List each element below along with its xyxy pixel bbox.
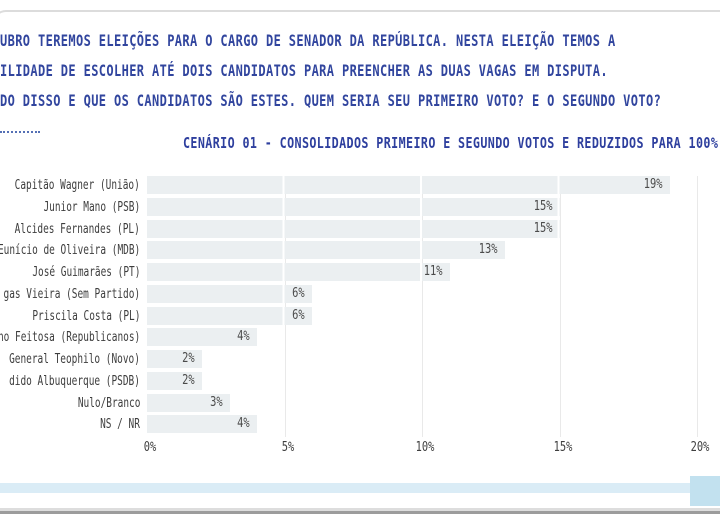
bar: 6% [147, 284, 312, 303]
value-label: 3% [209, 394, 223, 410]
bar: 2% [147, 371, 202, 390]
category-label: Eunício de Oliveira (MDB) [0, 242, 140, 259]
chart-row: José Guimarães (PT) 11% [0, 263, 720, 281]
bar: 3% [147, 393, 230, 412]
bar: 15% [147, 219, 560, 238]
category-label: Priscila Costa (PL) [31, 307, 140, 324]
value-label: 2% [182, 372, 195, 388]
chart-row: Eunício de Oliveira (MDB) 13% [0, 241, 720, 260]
category-label: dido Albuquerque (PSDB) [9, 372, 140, 389]
x-axis-tick: 10% [415, 440, 435, 455]
category-label: NS / NR [100, 416, 140, 433]
bar: 15% [147, 197, 560, 216]
value-label: 15% [533, 220, 553, 236]
x-axis-tick: 0% [143, 440, 157, 455]
chart-row: no Feitosa (Republicanos) 4% [0, 328, 720, 347]
gridline-20 [697, 176, 698, 437]
dotted-divider-fragment [0, 131, 40, 133]
chart-row: Capitão Wagner (União) 19% [0, 176, 720, 194]
bar: 4% [147, 415, 257, 434]
value-label: 2% [182, 351, 195, 366]
survey-question: UBRO TEREMOS ELEIÇÕES PARA O CARGO DE SE… [0, 26, 720, 116]
slide-bottom-rule [0, 511, 720, 514]
value-label: 11% [423, 264, 443, 279]
category-label: Alcides Fernandes (PL) [14, 220, 140, 237]
category-label: gas Vieira (Sem Partido) [3, 285, 140, 302]
decorative-ribbon-end [690, 476, 720, 506]
chart-row: General Teophilo (Novo) 2% [0, 350, 720, 368]
x-axis-tick: 5% [281, 440, 294, 455]
chart-row: Junior Mano (PSB) 15% [0, 197, 720, 216]
bar: 6% [147, 306, 312, 325]
chart-row: gas Vieira (Sem Partido) 6% [0, 284, 720, 303]
chart-row: Alcides Fernandes (PL) 15% [0, 219, 720, 238]
category-label: José Guimarães (PT) [31, 264, 140, 280]
x-axis-tick: 15% [553, 440, 572, 455]
category-label: no Feitosa (Republicanos) [0, 329, 140, 346]
value-label: 19% [643, 177, 663, 192]
survey-question-line-1: UBRO TEREMOS ELEIÇÕES PARA O CARGO DE SE… [0, 31, 616, 50]
gridline-10 [422, 176, 423, 437]
chart-row: Priscila Costa (PL) 6% [0, 306, 720, 325]
chart-row: Nulo/Branco 3% [0, 393, 720, 412]
x-axis-tick: 20% [690, 440, 710, 455]
bar: 2% [147, 350, 202, 368]
bar: 19% [147, 176, 670, 194]
category-label: General Teophilo (Novo) [9, 351, 140, 367]
value-label: 13% [478, 242, 498, 258]
value-label: 6% [292, 285, 305, 301]
gridline-15 [559, 176, 561, 437]
category-label: Nulo/Branco [77, 394, 140, 411]
decorative-ribbon [0, 483, 720, 493]
slide-bottom-rule-shadow [0, 508, 720, 511]
value-label: 4% [237, 329, 250, 345]
bar: 11% [147, 263, 450, 281]
category-label: Junior Mano (PSB) [43, 198, 140, 215]
category-label: Capitão Wagner (União) [14, 177, 140, 193]
bar: 4% [147, 328, 257, 347]
survey-question-line-2: ILIDADE DE ESCOLHER ATÉ DOIS CANDIDATOS … [0, 61, 608, 80]
chart-row: NS / NR 4% [0, 415, 720, 434]
chart-row: dido Albuquerque (PSDB) 2% [0, 371, 720, 390]
value-label: 4% [237, 416, 250, 432]
value-label: 15% [533, 198, 553, 214]
bar: 13% [147, 241, 505, 260]
value-label: 6% [292, 307, 305, 323]
chart-title: CENÁRIO 01 - CONSOLIDADOS PRIMEIRO E SEG… [183, 134, 719, 152]
survey-question-line-3: DO DISSO E QUE OS CANDIDATOS SÃO ESTES. … [0, 91, 662, 110]
